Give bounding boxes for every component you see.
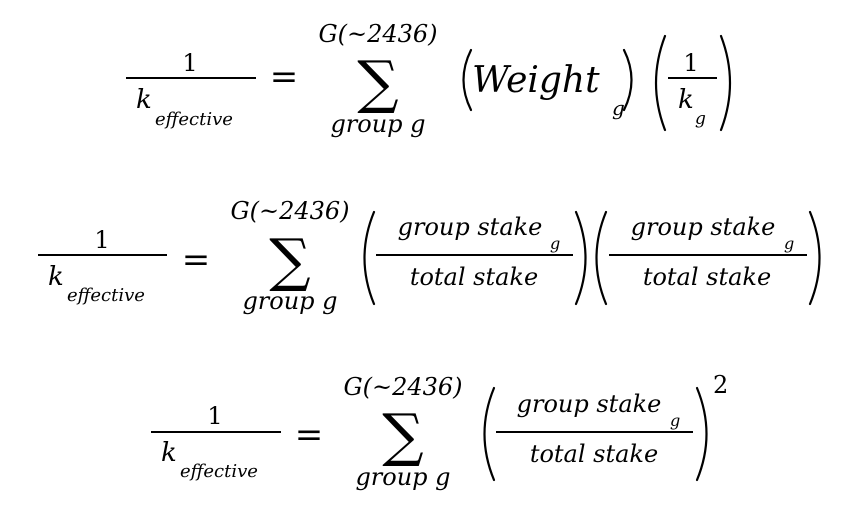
equation-2-term1-left-paren [363,210,376,306]
equation-3-lhs-numerator: 1 [207,402,222,430]
equation-3-summation-symbol: ∑ [382,401,423,469]
equation-1-term2-denominator-subscript: g [695,109,706,129]
equation-1-term2-left-paren [654,34,667,132]
equation-1-summation-symbol: ∑ [357,48,398,116]
equation-1-sum-upper-limit: G(~2436) [318,20,437,48]
equation-2-term1-numerator-subscript: g [550,234,560,253]
equation-1-svg: 1 k effective = G(~2436) ∑ group g Weigh… [126,20,732,138]
equation-1-term2-numerator: 1 [683,49,698,77]
equation-3-term-denominator: total stake [530,440,658,468]
equation-3-term-right-paren [695,386,708,482]
equation-3-equals-sign: = [295,415,324,455]
equation-1-term1-base: Weight [472,60,600,101]
equation-2-term2-numerator: group stake [631,213,776,241]
equation-1-term2-denominator: k [678,85,694,115]
equation-1-term1-right-paren [622,48,633,112]
equation-3-term-numerator: group stake [517,390,662,418]
equation-2-lhs-numerator: 1 [94,226,109,254]
equation-3-exponent: 2 [713,371,728,399]
equation-2-term1-numerator: group stake [398,213,543,241]
equation-document: 1 k effective = G(~2436) ∑ group g Weigh… [0,0,863,491]
equation-1-lhs-denominator: k [136,85,152,115]
equation-3-svg: 1 k effective = G(~2436) ∑ group g group… [151,371,728,491]
equation-3-sum-upper-limit: G(~2436) [343,373,462,401]
equation-2-lhs-denominator-subscript: effective [67,285,145,306]
equation-1-term1-left-paren [462,48,473,112]
equation-1-term2-right-paren [719,34,732,132]
equation-3-lhs-denominator-subscript: effective [180,461,258,482]
equation-2-lhs-denominator: k [48,262,64,292]
equation-1: 1 k effective = G(~2436) ∑ group g Weigh… [0,0,863,160]
equation-2-term2-right-paren [808,210,821,306]
equation-2-summation-symbol: ∑ [269,226,310,294]
equation-1-term1-subscript: g [612,96,625,120]
equation-2-sum-lower-limit: group g [242,287,337,315]
equation-3-lhs-denominator: k [161,438,177,468]
equation-2: 1 k effective = G(~2436) ∑ group g group… [0,177,863,337]
equation-2-term2-denominator: total stake [643,263,771,291]
equation-3-term-numerator-subscript: g [670,411,680,430]
equation-2-term2-numerator-subscript: g [784,234,794,253]
equation-3: 1 k effective = G(~2436) ∑ group g group… [0,355,863,515]
equation-2-term1-denominator: total stake [410,263,538,291]
equation-2-term1-right-paren [574,210,587,306]
equation-1-equals-sign: = [270,57,299,97]
equation-2-svg: 1 k effective = G(~2436) ∑ group g group… [38,197,821,315]
equation-2-term2-left-paren [595,210,608,306]
equation-3-sum-lower-limit: group g [355,463,450,491]
equation-1-lhs-denominator-subscript: effective [155,109,233,130]
equation-2-equals-sign: = [182,240,211,280]
equation-1-lhs-numerator: 1 [182,49,197,77]
equation-2-sum-upper-limit: G(~2436) [230,197,349,225]
equation-3-term-left-paren [483,386,496,482]
equation-1-sum-lower-limit: group g [330,110,425,138]
